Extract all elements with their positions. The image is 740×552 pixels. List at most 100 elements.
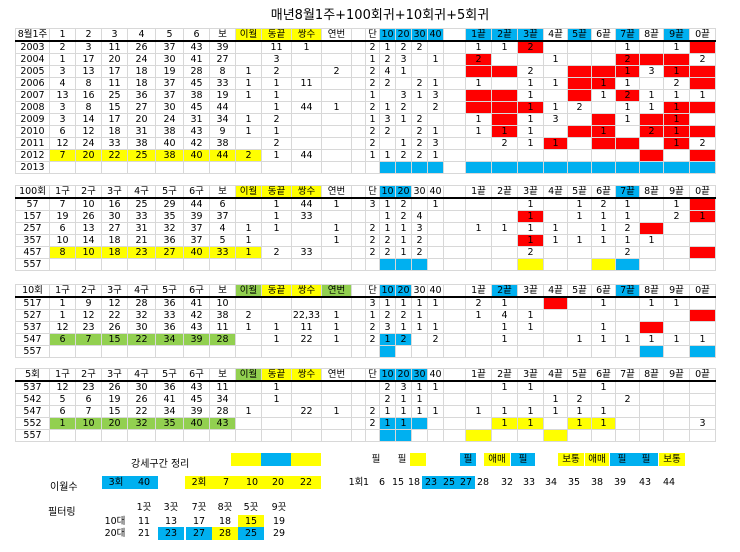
table-cell	[639, 417, 664, 430]
table-cell: 1	[491, 417, 518, 430]
table-cell	[321, 380, 352, 394]
header-cell: 쌍수	[291, 185, 322, 199]
table-cell	[443, 53, 466, 66]
table-cell: 1	[261, 101, 292, 114]
page-title: 매년8월1주+100회귀+10회귀+5회귀	[270, 8, 490, 23]
table-row: 257 6 13 27 31 32 37 4 1 1 1 2 1 1 3 1 1 1 1 1 2	[15, 222, 716, 235]
table-cell: 11	[209, 380, 236, 394]
table-cell: 1	[379, 222, 396, 235]
header-cell: 3끝	[517, 185, 544, 199]
table-cell: 1	[663, 40, 690, 54]
table-cell: 1	[591, 333, 616, 346]
table-cell: 23	[75, 380, 102, 394]
table-cell	[235, 380, 262, 394]
table-cell	[427, 417, 444, 430]
table-cell	[639, 222, 664, 235]
table-cell	[427, 246, 444, 259]
table-cell: 1	[615, 65, 640, 78]
table-cell	[379, 89, 396, 102]
table-cell: 3	[75, 40, 102, 54]
table-cell: 40	[183, 149, 210, 162]
table-cell	[365, 161, 380, 174]
table-cell: 2003	[15, 40, 50, 54]
table-cell: 1	[517, 210, 544, 223]
table-cell: 2	[491, 137, 518, 150]
table-cell: 30	[127, 321, 156, 334]
table-cell: 37	[155, 77, 184, 90]
filter-cell: 18	[218, 516, 232, 527]
table-cell: 1	[379, 149, 396, 162]
table-cell	[689, 113, 716, 126]
table-cell: 33	[291, 246, 322, 259]
table-cell: 44	[291, 101, 322, 114]
table-cell: 10	[49, 234, 76, 247]
table-cell: 542	[15, 393, 50, 406]
header-cell: 연번	[321, 284, 352, 298]
table-cell: 3	[49, 101, 76, 114]
legend-yellow-swatch	[410, 453, 426, 466]
table-cell	[49, 345, 76, 358]
header-cell: 0끝	[689, 368, 716, 382]
table-cell	[663, 258, 690, 271]
header-cell: 2구	[75, 368, 102, 382]
iwol-number: 33	[522, 477, 536, 488]
table-cell: 7	[75, 405, 102, 418]
table-cell: 1	[491, 321, 518, 334]
header-cell: 20	[395, 284, 412, 298]
table-cell	[155, 258, 184, 271]
table-cell: 44	[209, 101, 236, 114]
header-cell: 1끝	[465, 185, 492, 199]
table-cell	[209, 429, 236, 442]
header-cell: 쌍수	[291, 284, 322, 298]
table-cell	[591, 258, 616, 271]
table-cell: 37	[155, 40, 184, 54]
table-cell: 19	[49, 210, 76, 223]
table-row: 2007 13 16 25 36 37 38 19 1 1 1 3 1 3 1 1 2 1 1 1	[15, 89, 716, 102]
table-cell	[321, 89, 352, 102]
table-cell: 1	[427, 296, 444, 310]
table-cell	[411, 53, 428, 66]
legend-cell: 필	[511, 453, 535, 466]
header-cell: 연번	[321, 368, 352, 382]
table-cell: 1	[543, 234, 568, 247]
table-cell: 6	[209, 197, 236, 211]
table-cell: 43	[183, 40, 210, 54]
table-cell	[591, 113, 616, 126]
table-cell: 1	[395, 222, 412, 235]
table-cell	[127, 429, 156, 442]
table-cell	[689, 296, 716, 310]
table-cell: 1	[395, 296, 412, 310]
table-cell: 18	[127, 77, 156, 90]
table-cell	[465, 429, 492, 442]
header-cell: 동끝	[261, 185, 292, 199]
table-cell: 1	[261, 380, 292, 394]
table-cell	[351, 53, 366, 66]
table-cell: 1	[663, 197, 690, 211]
table-cell	[427, 210, 444, 223]
table-cell: 11	[291, 321, 322, 334]
table-cell: 43	[183, 380, 210, 394]
table-cell: 27	[101, 222, 128, 235]
table-cell	[567, 40, 592, 54]
table-cell: 1	[517, 234, 544, 247]
table-cell: 1	[517, 309, 544, 322]
table-cell: 1	[615, 101, 640, 114]
header-cell: 5끝	[567, 368, 592, 382]
table-cell: 1	[379, 210, 396, 223]
table-cell	[543, 197, 568, 211]
header-cell: 0끝	[689, 185, 716, 199]
table-cell	[75, 345, 102, 358]
table-cell: 27	[209, 53, 236, 66]
table-cell	[235, 161, 262, 174]
table-cell: 1	[543, 222, 568, 235]
table-row: 2010 6 12 18 31 38 43 9 1 1 2 2 2 1 1 1 1 1 2 1	[15, 125, 716, 138]
table-cell	[321, 77, 352, 90]
table-cell: 1	[379, 101, 396, 114]
header-cell: 9끝	[663, 368, 690, 382]
table-cell	[351, 197, 366, 211]
table-cell: 12	[49, 137, 76, 150]
table-cell: 13	[75, 222, 102, 235]
legend-cell: 필	[460, 453, 476, 466]
table-cell: 1	[663, 101, 690, 114]
header-cell: 쌍수	[291, 368, 322, 382]
